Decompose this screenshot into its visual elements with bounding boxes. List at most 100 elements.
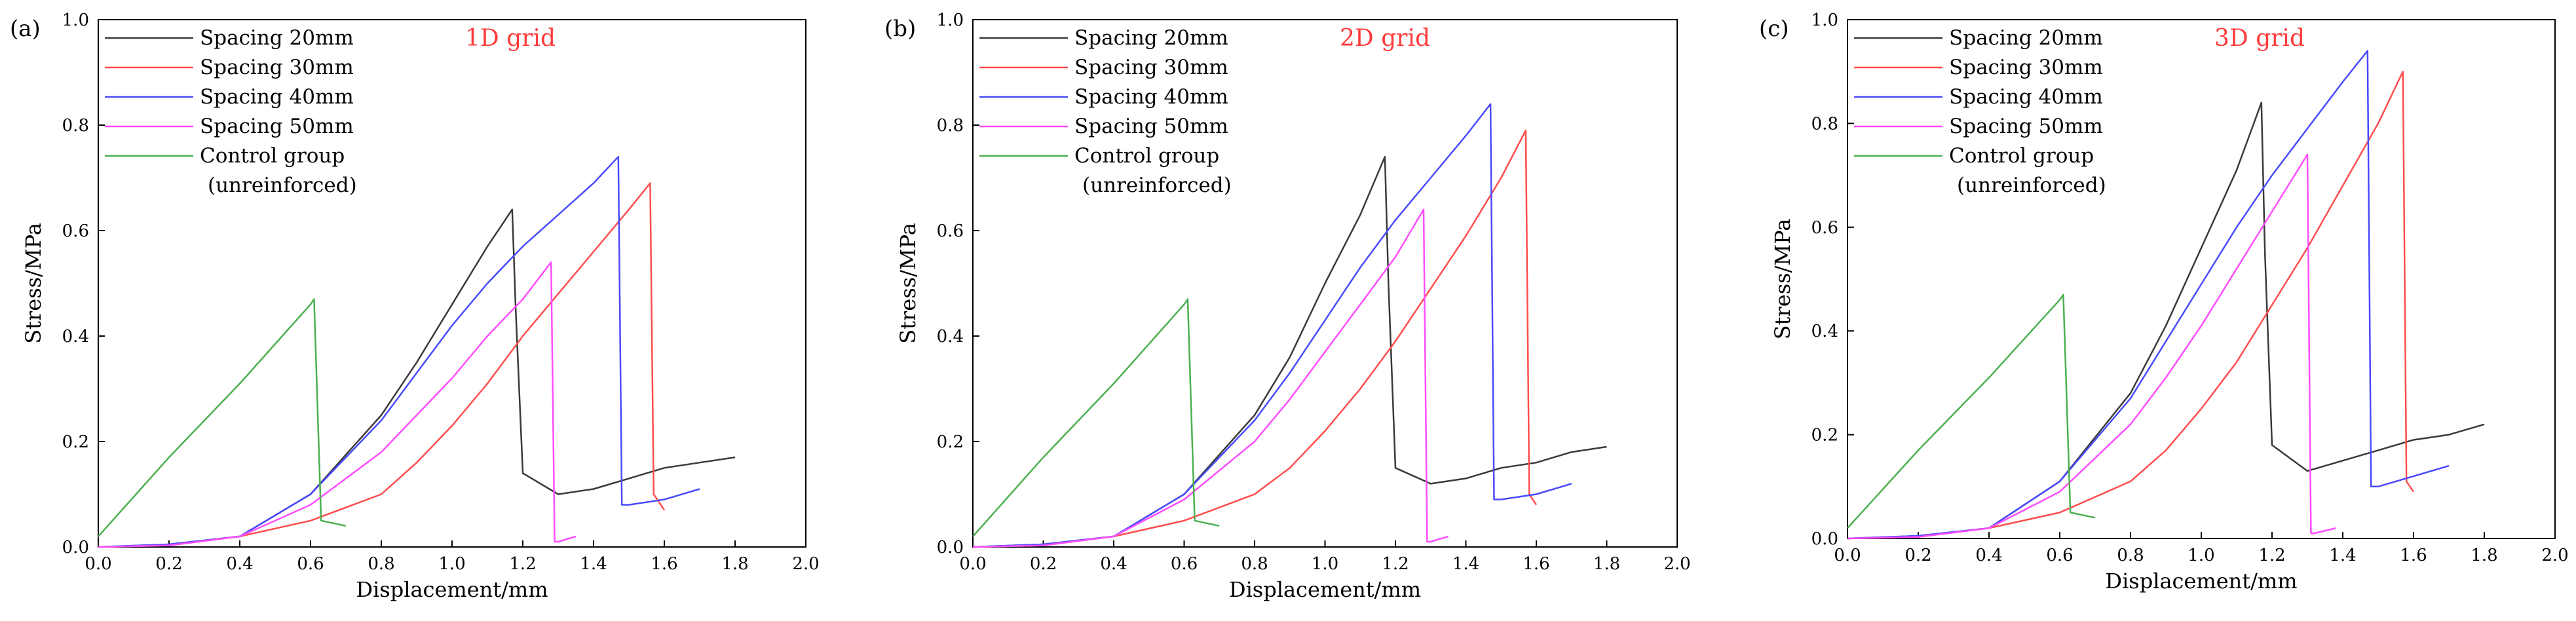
y-tick-label: 0.6 bbox=[937, 221, 964, 241]
y-tick-label: 0.6 bbox=[62, 221, 89, 241]
x-tick-label: 0.6 bbox=[2046, 546, 2073, 565]
y-tick-label: 0.2 bbox=[1811, 426, 1838, 445]
series-line-1 bbox=[98, 208, 736, 548]
series-line-2 bbox=[1847, 70, 2415, 540]
y-tick-label: 0.8 bbox=[62, 116, 89, 136]
x-tick-label: 1.4 bbox=[580, 554, 607, 574]
series-line-1 bbox=[972, 156, 1607, 548]
x-tick-label: 1.4 bbox=[2329, 546, 2356, 565]
x-tick-label: 1.0 bbox=[2188, 546, 2214, 565]
series-line-3 bbox=[98, 156, 700, 548]
y-tick-label: 0.2 bbox=[62, 432, 89, 452]
x-axis-label: Displacement/mm bbox=[1229, 577, 1421, 602]
series-line-4 bbox=[98, 261, 577, 548]
x-axis-label: Displacement/mm bbox=[356, 577, 548, 602]
chart-panel-3: 0.0 0.2 0.4 0.6 0.8 1.0 1.2 1.4 1.6 1.8 2.0 0.0 0.2 0… bbox=[1759, 10, 2569, 593]
x-tick-label: 2.0 bbox=[1663, 554, 1690, 574]
y-tick-label: 0.0 bbox=[937, 538, 964, 557]
legend-label: Spacing 30mm bbox=[1074, 56, 1228, 79]
y-tick-label: 1.0 bbox=[937, 10, 964, 30]
x-tick-label: 1.8 bbox=[1593, 554, 1620, 574]
panel-label: (c) bbox=[1759, 16, 1789, 42]
x-tick-label: 0.4 bbox=[226, 554, 253, 574]
legend-label: Spacing 40mm bbox=[1949, 85, 2103, 109]
x-tick-label: 1.2 bbox=[1382, 554, 1409, 574]
series-line-5 bbox=[1847, 293, 2096, 529]
y-tick-label: 1.0 bbox=[1811, 10, 1838, 30]
y-tick-label: 0.6 bbox=[1811, 218, 1838, 238]
x-tick-label: 0.8 bbox=[2117, 546, 2144, 565]
legend-label: Control group bbox=[1949, 144, 2094, 168]
x-tick-label: 1.8 bbox=[2471, 546, 2497, 565]
legend-label: Spacing 30mm bbox=[1949, 56, 2103, 79]
legend-label: Control group bbox=[1074, 144, 1219, 168]
x-tick-label: 1.0 bbox=[1312, 554, 1338, 574]
x-tick-label: 0.2 bbox=[1030, 554, 1057, 574]
chart-panel-1: 0.0 0.2 0.4 0.6 0.8 1.0 1.2 1.4 1.6 1.8 2.0 0.0 0.2 0… bbox=[10, 10, 820, 602]
legend-note: (unreinforced) bbox=[208, 174, 357, 197]
x-tick-label: 2.0 bbox=[2541, 546, 2568, 565]
x-tick-label: 1.6 bbox=[1523, 554, 1549, 574]
x-tick-label: 1.6 bbox=[651, 554, 677, 574]
series-line-5 bbox=[972, 298, 1220, 537]
x-tick-label: 1.2 bbox=[2258, 546, 2285, 565]
y-tick-label: 0.0 bbox=[1811, 529, 1838, 549]
y-axis-label: Stress/MPa bbox=[1770, 219, 1795, 340]
x-tick-label: 1.6 bbox=[2400, 546, 2427, 565]
legend-label: Control group bbox=[200, 144, 345, 168]
y-tick-label: 0.4 bbox=[937, 327, 964, 347]
y-tick-label: 1.0 bbox=[62, 10, 89, 30]
series-line-2 bbox=[972, 129, 1538, 548]
grid-type-title: 3D grid bbox=[2214, 25, 2305, 52]
x-tick-label: 0.2 bbox=[155, 554, 182, 574]
x-tick-label: 0.0 bbox=[1834, 546, 1861, 565]
legend-note: (unreinforced) bbox=[1082, 174, 1232, 197]
grid-type-title: 2D grid bbox=[1340, 25, 1430, 52]
y-tick-label: 0.4 bbox=[1811, 322, 1838, 341]
legend-label: Spacing 30mm bbox=[200, 56, 354, 79]
x-tick-label: 2.0 bbox=[792, 554, 819, 574]
x-tick-label: 0.6 bbox=[1171, 554, 1198, 574]
legend-label: Spacing 20mm bbox=[1074, 26, 1228, 50]
y-tick-label: 0.8 bbox=[937, 116, 964, 136]
legend-label: Spacing 50mm bbox=[200, 115, 354, 138]
y-tick-label: 0.2 bbox=[937, 432, 964, 452]
y-axis-label: Stress/MPa bbox=[896, 223, 920, 344]
panel-label: (a) bbox=[10, 16, 41, 42]
x-tick-label: 0.0 bbox=[959, 554, 986, 574]
series-line-1 bbox=[1847, 102, 2485, 540]
series-line-3 bbox=[1847, 50, 2450, 540]
x-tick-label: 0.4 bbox=[1975, 546, 2002, 565]
y-axis-label: Stress/MPa bbox=[21, 223, 46, 344]
series-line-4 bbox=[1847, 153, 2336, 540]
x-tick-label: 1.2 bbox=[509, 554, 536, 574]
legend-label: Spacing 50mm bbox=[1074, 115, 1228, 138]
x-tick-label: 0.8 bbox=[368, 554, 394, 574]
chart-panel-2: 0.0 0.2 0.4 0.6 0.8 1.0 1.2 1.4 1.6 1.8 2.0 0.0 0.2 0… bbox=[884, 10, 1691, 602]
x-tick-label: 1.0 bbox=[438, 554, 465, 574]
y-tick-label: 0.8 bbox=[1811, 114, 1838, 134]
legend-note: (unreinforced) bbox=[1957, 174, 2106, 197]
legend-label: Spacing 50mm bbox=[1949, 115, 2103, 138]
series-line-3 bbox=[972, 103, 1572, 548]
x-tick-label: 1.8 bbox=[721, 554, 748, 574]
legend-label: Spacing 40mm bbox=[200, 85, 354, 109]
y-tick-label: 0.4 bbox=[62, 327, 89, 347]
x-tick-label: 0.6 bbox=[297, 554, 324, 574]
legend-label: Spacing 40mm bbox=[1074, 85, 1228, 109]
legend-label: Spacing 20mm bbox=[200, 26, 354, 50]
grid-type-title: 1D grid bbox=[465, 25, 556, 52]
x-tick-label: 0.8 bbox=[1241, 554, 1268, 574]
panel-label: (b) bbox=[884, 16, 916, 42]
series-line-5 bbox=[98, 298, 347, 537]
x-axis-label: Displacement/mm bbox=[2105, 569, 2297, 593]
series-line-2 bbox=[98, 182, 666, 548]
legend-label: Spacing 20mm bbox=[1949, 26, 2103, 50]
x-tick-label: 1.4 bbox=[1452, 554, 1479, 574]
x-tick-label: 0.4 bbox=[1100, 554, 1127, 574]
x-tick-label: 0.0 bbox=[85, 554, 111, 574]
series-line-4 bbox=[972, 208, 1449, 548]
x-tick-label: 0.2 bbox=[1904, 546, 1931, 565]
y-tick-label: 0.0 bbox=[62, 538, 89, 557]
